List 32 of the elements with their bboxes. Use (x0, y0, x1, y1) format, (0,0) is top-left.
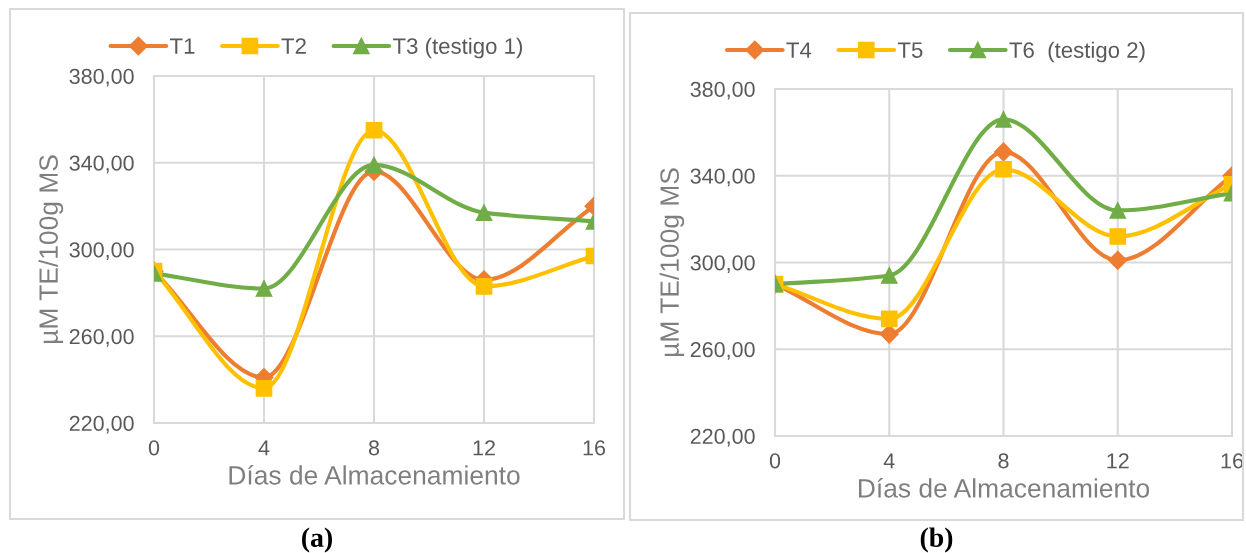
y-tick-label: 300,00 (690, 255, 755, 274)
y-axis-title: µM TE/100g MS (38, 155, 64, 344)
legend-label: T3 (testigo 1) (392, 37, 523, 59)
x-tick-label: 4 (883, 453, 895, 469)
legend-label: T5 (897, 42, 923, 58)
x-tick-label: 12 (1107, 453, 1129, 469)
x-tick-label: 16 (1221, 453, 1244, 469)
y-tick-label: 380,00 (690, 81, 755, 100)
text: (a) (302, 527, 332, 553)
y-tick-label: 220,00 (690, 428, 755, 447)
y-tick-label: 260,00 (690, 342, 755, 360)
x-axis-title: Días de Almacenamiento (229, 464, 520, 485)
y-tick-label: 220,00 (69, 415, 134, 434)
x-axis-title: Días de Almacenamiento (858, 477, 1150, 498)
y-tick-label: 380,00 (69, 68, 134, 87)
x-tick-label: 16 (583, 440, 606, 456)
legend-label: T4 (786, 42, 812, 58)
x-tick-label: 0 (148, 440, 160, 456)
y-tick-label: 340,00 (69, 155, 134, 174)
x-tick-label: 0 (769, 453, 781, 469)
x-tick-label: 4 (258, 440, 270, 456)
x-tick-label: 8 (368, 440, 380, 456)
legend-label: T2 (281, 38, 306, 54)
legend-label: T6 (testigo 2) (1009, 41, 1145, 63)
x-tick-label: 12 (473, 440, 495, 456)
legend-label: T1 (170, 38, 195, 54)
y-tick-label: 340,00 (690, 168, 755, 187)
y-tick-label: 300,00 (69, 242, 134, 261)
x-tick-label: 8 (998, 453, 1009, 469)
y-tick-label: 260,00 (69, 329, 134, 347)
y-axis-title: µM TE/100g MS (659, 168, 685, 357)
text: (b) (920, 527, 953, 553)
